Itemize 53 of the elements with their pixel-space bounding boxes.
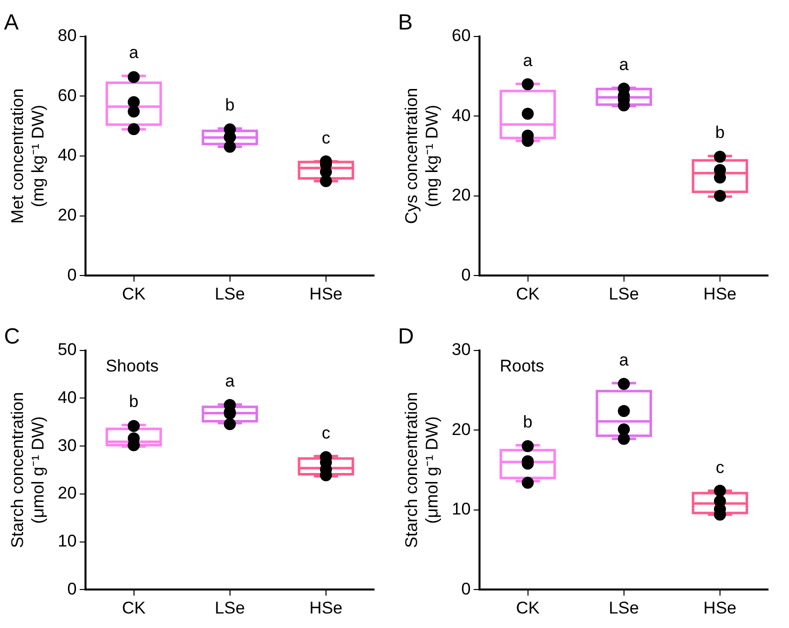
y-tick-label: 40 [452, 106, 471, 125]
y-tick-label: 20 [452, 420, 471, 439]
y-tick-label: 80 [58, 26, 77, 46]
y-tick-label: 30 [58, 436, 77, 455]
y-tick-label: 20 [452, 186, 471, 205]
annotation: c [716, 458, 725, 477]
x-tick-label: LSe [214, 598, 245, 618]
y-tick-label: 0 [67, 265, 77, 284]
x-tick-label: HSe [309, 284, 342, 304]
annotation: b [225, 96, 235, 115]
y-tick-label: 50 [58, 340, 77, 360]
annotation: a [619, 55, 630, 74]
chart-title: C [4, 323, 20, 348]
annotation: a [225, 372, 236, 391]
x-tick-label: LSe [608, 598, 639, 618]
y-axis-title: Starch concentration (μmol g⁻¹ DW) [8, 392, 48, 548]
x-tick-label: HSe [703, 598, 736, 618]
y-tick-label: 0 [461, 265, 471, 284]
x-tick-label: CK [516, 284, 540, 304]
y-axis-title: Met concentration (mg kg⁻¹ DW) [8, 88, 48, 224]
y-tick-label: 10 [58, 531, 77, 550]
annotation: b [715, 123, 725, 142]
y-tick-label: 0 [67, 579, 77, 598]
y-tick-label: 0 [461, 579, 471, 598]
y-axis-title: Cys concentration (mg kg⁻¹ DW) [402, 88, 442, 224]
annotation: Roots [500, 356, 544, 376]
y-tick-label: 20 [58, 484, 77, 503]
y-tick-label: 20 [58, 205, 77, 224]
annotation: a [523, 51, 534, 70]
y-tick-label: 60 [58, 86, 77, 105]
y-tick-label: 10 [452, 500, 471, 519]
annotation: c [322, 423, 331, 442]
chart-title: D [398, 323, 414, 348]
y-tick-label: 40 [58, 146, 77, 165]
annotation: b [129, 392, 138, 412]
x-tick-label: CK [516, 598, 540, 618]
x-tick-label: LSe [608, 284, 639, 304]
y-tick-label: 40 [58, 388, 77, 407]
y-axis-title: Starch concentration (μmol g⁻¹ DW) [402, 392, 442, 548]
chart-title: A [4, 9, 19, 34]
x-tick-label: CK [122, 284, 146, 304]
y-tick-label: 60 [452, 26, 471, 46]
x-tick-label: HSe [703, 284, 736, 304]
annotation: a [619, 350, 630, 370]
annotation: c [322, 128, 331, 148]
x-tick-label: LSe [214, 284, 245, 304]
annotation: a [129, 43, 140, 62]
y-tick-label: 30 [452, 340, 471, 360]
x-tick-label: HSe [309, 598, 342, 618]
chart-title: B [398, 9, 413, 34]
x-tick-label: CK [122, 598, 146, 618]
annotation: Shoots [106, 356, 159, 376]
annotation: b [523, 412, 532, 432]
